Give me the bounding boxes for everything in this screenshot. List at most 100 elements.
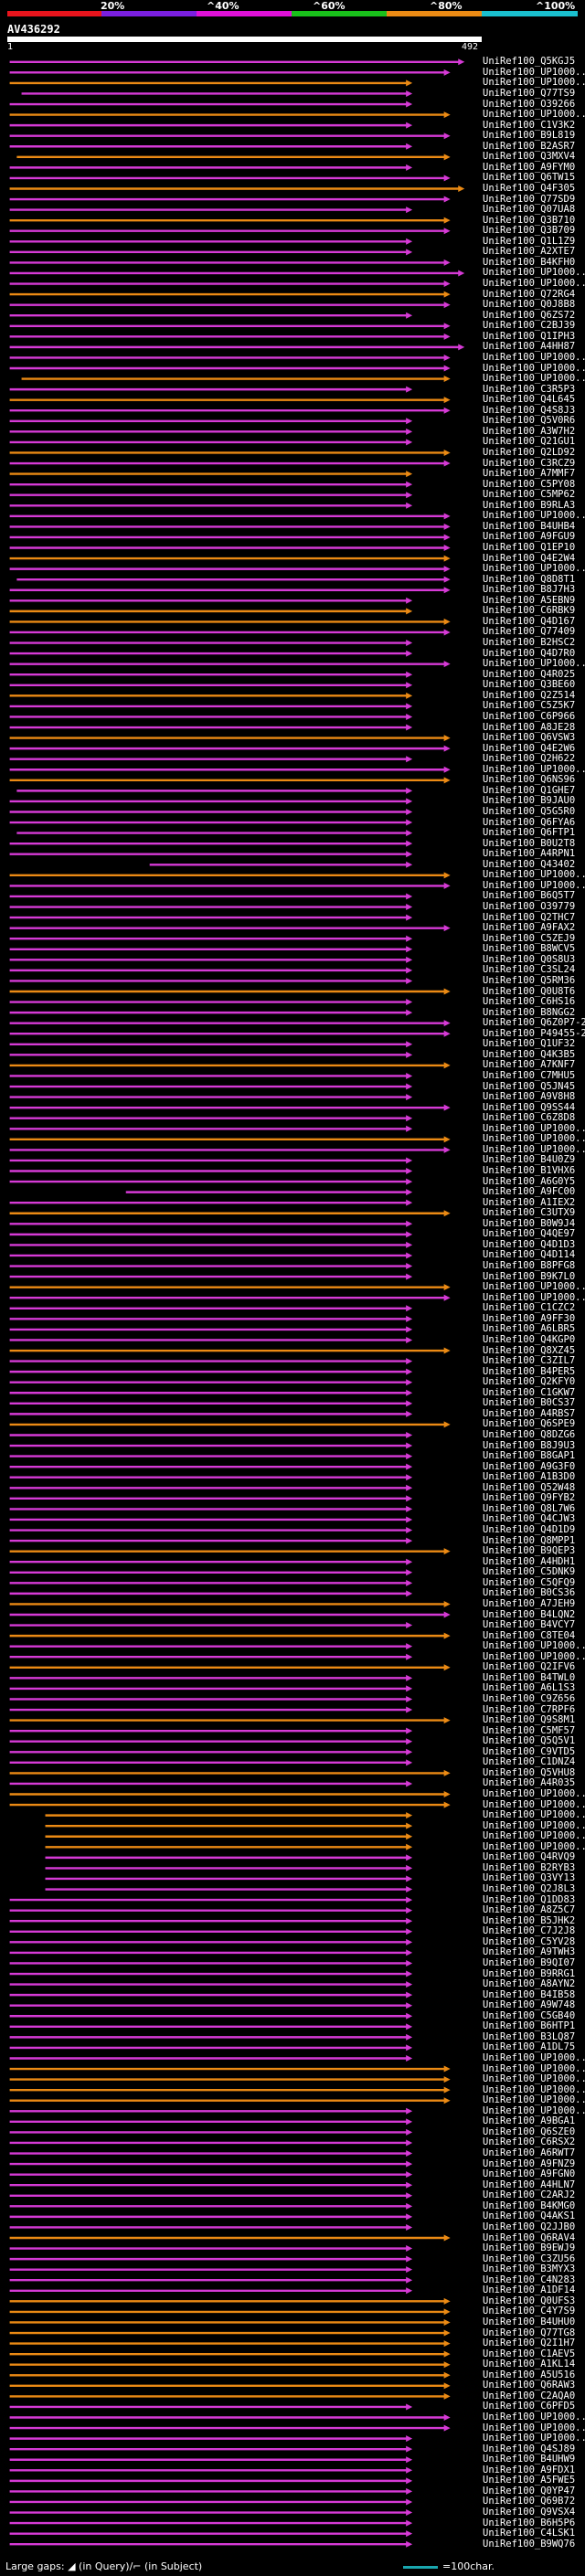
- hit-label-link[interactable]: UniRef100_A9FGU9: [483, 531, 576, 543]
- hit-label-link[interactable]: UniRef100_Q2LD92: [483, 446, 576, 458]
- hit-label-link[interactable]: UniRef100_Q4E2W4: [483, 552, 576, 564]
- hit-label-link[interactable]: UniRef100_Q3B709: [483, 225, 576, 237]
- hit-label-link[interactable]: UniRef100_A6LBR5: [483, 1323, 576, 1335]
- hit-label-link[interactable]: UniRef100_A4R035: [483, 1777, 576, 1789]
- hit-label-link[interactable]: UniRef100_C9Z656: [483, 1692, 576, 1704]
- hit-label-link[interactable]: UniRef100_B6HTP1: [483, 2020, 576, 2032]
- hit-label-link[interactable]: UniRef100_B4UHW9: [483, 2454, 576, 2465]
- hit-label-link[interactable]: UniRef100_Q6FTP1: [483, 827, 576, 839]
- hit-label-link[interactable]: UniRef100_B0W9J4: [483, 1217, 576, 1229]
- hit-label-link[interactable]: UniRef100_UP1000...: [483, 1281, 585, 1293]
- hit-label-link[interactable]: UniRef100_C6RSX2: [483, 2136, 576, 2148]
- hit-label-link[interactable]: UniRef100_Q6FYA6: [483, 816, 576, 828]
- hit-label-link[interactable]: UniRef100_B4KFH0: [483, 256, 576, 268]
- hit-label-link[interactable]: UniRef100_C9VTD5: [483, 1745, 576, 1757]
- hit-label-link[interactable]: UniRef100_C3SL24: [483, 964, 576, 976]
- hit-label-link[interactable]: UniRef100_B2ASR7: [483, 140, 576, 152]
- hit-label-link[interactable]: UniRef100_Q2JJB0: [483, 2221, 576, 2232]
- hit-label-link[interactable]: UniRef100_UP1000...: [483, 2083, 585, 2095]
- hit-label-link[interactable]: UniRef100_B8NGG2: [483, 1006, 576, 1018]
- hit-label-link[interactable]: UniRef100_Q2I1H7: [483, 2337, 576, 2349]
- hit-label-link[interactable]: UniRef100_A1KL14: [483, 2359, 576, 2370]
- hit-label-link[interactable]: UniRef100_UP1000...: [483, 2062, 585, 2074]
- hit-label-link[interactable]: UniRef100_A1IEX2: [483, 1196, 576, 1208]
- hit-label-link[interactable]: UniRef100_Q4D167: [483, 615, 576, 627]
- hit-label-link[interactable]: UniRef100_B4UHB4: [483, 520, 576, 532]
- hit-label-link[interactable]: UniRef100_Q4R025: [483, 668, 576, 680]
- hit-label-link[interactable]: UniRef100_UP1000...: [483, 1640, 585, 1652]
- hit-label-link[interactable]: UniRef100_Q0S8U3: [483, 953, 576, 965]
- hit-label-link[interactable]: UniRef100_Q6TW15: [483, 172, 576, 184]
- hit-label-link[interactable]: UniRef100_Q6ZS72: [483, 309, 576, 321]
- hit-label-link[interactable]: UniRef100_C4Y7S9: [483, 2306, 576, 2317]
- hit-label-link[interactable]: UniRef100_Q77TG8: [483, 2327, 576, 2338]
- hit-label-link[interactable]: UniRef100_UP1000...: [483, 1798, 585, 1810]
- hit-label-link[interactable]: UniRef100_A1B3D0: [483, 1471, 576, 1483]
- hit-label-link[interactable]: UniRef100_UP1000...: [483, 1819, 585, 1831]
- hit-label-link[interactable]: UniRef100_Q8L7W6: [483, 1502, 576, 1514]
- hit-label-link[interactable]: UniRef100_C3RCZ9: [483, 457, 576, 469]
- hit-label-link[interactable]: UniRef100_B9K7L0: [483, 1270, 576, 1282]
- hit-label-link[interactable]: UniRef100_Q4L645: [483, 394, 576, 406]
- hit-label-link[interactable]: UniRef100_C7J2J8: [483, 1925, 576, 1937]
- hit-label-link[interactable]: UniRef100_P49455-2: [483, 1027, 585, 1039]
- hit-label-link[interactable]: UniRef100_C3ZIL7: [483, 1355, 576, 1367]
- hit-label-link[interactable]: UniRef100_UP1000...: [483, 563, 585, 575]
- hit-label-link[interactable]: UniRef100_O39266: [483, 98, 576, 110]
- hit-label-link[interactable]: UniRef100_Q2H622: [483, 753, 576, 765]
- hit-label-link[interactable]: UniRef100_B0CS36: [483, 1587, 576, 1599]
- hit-label-link[interactable]: UniRef100_Q9FYB2: [483, 1492, 576, 1504]
- hit-label-link[interactable]: UniRef100_A8AYN2: [483, 1978, 576, 1990]
- hit-label-link[interactable]: UniRef100_A9TWH3: [483, 1946, 576, 1958]
- hit-label-link[interactable]: UniRef100_A3W7H2: [483, 425, 576, 437]
- hit-label-link[interactable]: UniRef100_C1V3K2: [483, 119, 576, 131]
- hit-label-link[interactable]: UniRef100_C6RBK9: [483, 605, 576, 617]
- hit-label-link[interactable]: UniRef100_Q4E2W6: [483, 742, 576, 754]
- hit-label-link[interactable]: UniRef100_B3LQ87: [483, 2030, 576, 2042]
- hit-label-link[interactable]: UniRef100_A9BGA1: [483, 2115, 576, 2127]
- hit-label-link[interactable]: UniRef100_Q1EP10: [483, 542, 576, 553]
- hit-label-link[interactable]: UniRef100_A7KNF7: [483, 1059, 576, 1071]
- hit-label-link[interactable]: UniRef100_Q2KFY0: [483, 1376, 576, 1388]
- hit-label-link[interactable]: UniRef100_Q0YP47: [483, 2485, 576, 2496]
- hit-label-link[interactable]: UniRef100_C5ZEJ9: [483, 932, 576, 944]
- hit-label-link[interactable]: UniRef100_Q4D1D3: [483, 1238, 576, 1250]
- hit-label-link[interactable]: UniRef100_Q2IFV6: [483, 1661, 576, 1673]
- hit-label-link[interactable]: UniRef100_C1AEV5: [483, 2348, 576, 2359]
- hit-label-link[interactable]: UniRef100_B4IB58: [483, 1988, 576, 2000]
- hit-label-link[interactable]: UniRef100_C1DNZ4: [483, 1756, 576, 1768]
- hit-label-link[interactable]: UniRef100_Q4QE97: [483, 1228, 576, 1240]
- hit-label-link[interactable]: UniRef100_A4HH87: [483, 341, 576, 353]
- hit-label-link[interactable]: UniRef100_C4LSK1: [483, 2528, 576, 2539]
- hit-label-link[interactable]: UniRef100_Q6SPE9: [483, 1418, 576, 1430]
- hit-label-link[interactable]: UniRef100_B9JAU0: [483, 795, 576, 807]
- hit-label-link[interactable]: UniRef100_Q2Z514: [483, 689, 576, 701]
- hit-label-link[interactable]: UniRef100_A5FWE5: [483, 2475, 576, 2486]
- hit-label-link[interactable]: UniRef100_Q5RM36: [483, 974, 576, 986]
- hit-label-link[interactable]: UniRef100_Q6Z0P7-2: [483, 1017, 585, 1029]
- hit-label-link[interactable]: UniRef100_A9V8H8: [483, 1091, 576, 1103]
- hit-label-link[interactable]: UniRef100_Q4F305: [483, 182, 576, 194]
- hit-label-link[interactable]: UniRef100_B3MYX3: [483, 2263, 576, 2275]
- hit-label-link[interactable]: UniRef100_A4HDH1: [483, 1555, 576, 1567]
- hit-label-link[interactable]: UniRef100_C6PFD5: [483, 2401, 576, 2412]
- hit-label-link[interactable]: UniRef100_Q5Q5V1: [483, 1735, 576, 1747]
- hit-label-link[interactable]: UniRef100_B2HSC2: [483, 637, 576, 649]
- hit-label-link[interactable]: UniRef100_C5Z5K7: [483, 700, 576, 712]
- hit-label-link[interactable]: UniRef100_A2XTE7: [483, 246, 576, 258]
- hit-label-link[interactable]: UniRef100_UP1000...: [483, 1650, 585, 1662]
- hit-label-link[interactable]: UniRef100_Q1GHE7: [483, 784, 576, 796]
- hit-label-link[interactable]: UniRef100_Q4AKS1: [483, 2210, 576, 2222]
- hit-label-link[interactable]: UniRef100_C2ARJ2: [483, 2189, 576, 2201]
- hit-label-link[interactable]: UniRef100_UP1000...: [483, 109, 585, 121]
- hit-label-link[interactable]: UniRef100_A5EBN9: [483, 594, 576, 606]
- hit-label-link[interactable]: UniRef100_A8Z5C7: [483, 1904, 576, 1916]
- hit-label-link[interactable]: UniRef100_Q4CJW3: [483, 1513, 576, 1525]
- hit-label-link[interactable]: UniRef100_A6RWT7: [483, 2147, 576, 2159]
- hit-label-link[interactable]: UniRef100_B4LQN2: [483, 1608, 576, 1620]
- hit-label-link[interactable]: UniRef100_O39779: [483, 901, 576, 913]
- hit-label-link[interactable]: UniRef100_UP1000...: [483, 1809, 585, 1821]
- hit-label-link[interactable]: UniRef100_UP1000...: [483, 1122, 585, 1134]
- hit-label-link[interactable]: UniRef100_B9RRG1: [483, 1967, 576, 1979]
- hit-label-link[interactable]: UniRef100_C7MHU5: [483, 1069, 576, 1081]
